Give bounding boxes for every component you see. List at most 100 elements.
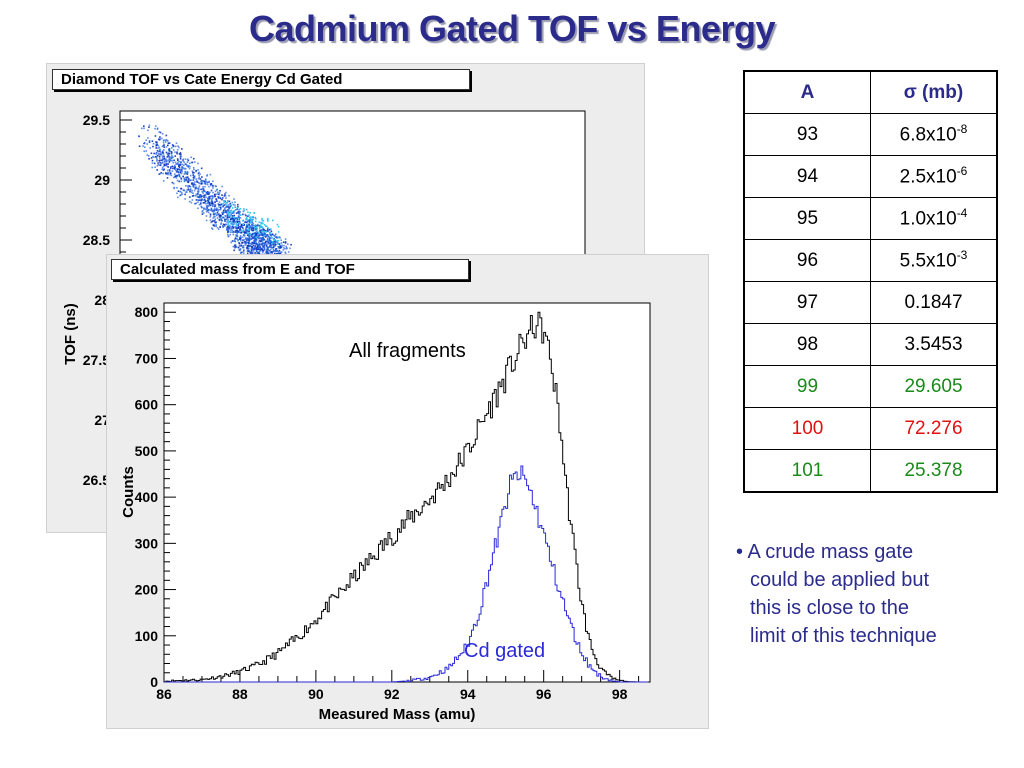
scatter-point bbox=[173, 168, 176, 170]
scatter-point bbox=[169, 172, 172, 174]
scatter-point bbox=[238, 231, 241, 233]
scatter-point bbox=[239, 208, 242, 210]
scatter-point bbox=[235, 234, 237, 236]
scatter-point bbox=[161, 158, 164, 160]
scatter-point bbox=[209, 191, 211, 194]
scatter-point bbox=[166, 153, 169, 156]
scatter-point bbox=[160, 172, 162, 174]
scatter-point bbox=[234, 231, 237, 233]
scatter-point bbox=[201, 198, 203, 200]
scatter-point bbox=[143, 125, 145, 127]
scatter-point bbox=[261, 226, 263, 229]
scatter-point bbox=[193, 189, 196, 192]
scatter-point bbox=[218, 218, 221, 221]
scatter-point bbox=[233, 212, 235, 214]
scatter-point bbox=[198, 188, 200, 191]
scatter-point bbox=[287, 251, 290, 253]
scatter-point bbox=[227, 224, 230, 227]
scatter-point bbox=[148, 126, 150, 128]
scatter-point bbox=[158, 159, 160, 162]
scatter-point bbox=[216, 211, 219, 214]
scatter-point bbox=[269, 241, 272, 244]
scatter-point bbox=[239, 247, 242, 250]
scatter-point bbox=[210, 221, 212, 224]
scatter-point bbox=[236, 206, 239, 209]
scatter-point bbox=[249, 239, 251, 241]
scatter-point bbox=[223, 195, 226, 197]
scatter-point bbox=[267, 230, 270, 233]
scatter-point bbox=[188, 196, 191, 198]
scatter-point bbox=[274, 248, 277, 251]
scatter-point bbox=[186, 180, 188, 182]
scatter-point bbox=[146, 154, 149, 156]
scatter-point bbox=[198, 203, 201, 206]
scatter-point bbox=[238, 220, 241, 223]
scatter-point bbox=[207, 205, 209, 207]
scatter-point bbox=[232, 224, 234, 226]
scatter-point bbox=[191, 195, 194, 197]
scatter-point bbox=[200, 188, 202, 191]
scatter-point bbox=[235, 235, 238, 237]
scatter-point bbox=[228, 216, 230, 218]
scatter-point bbox=[277, 242, 279, 244]
scatter-point bbox=[258, 247, 261, 250]
scatter-point bbox=[251, 246, 254, 248]
scatter-point bbox=[249, 225, 252, 227]
scatter-point bbox=[274, 249, 277, 252]
sigma-value: 0.1847 bbox=[904, 291, 963, 313]
scatter-point bbox=[191, 199, 194, 201]
scatter-point bbox=[167, 172, 169, 174]
scatter-point bbox=[252, 244, 255, 247]
scatter-point bbox=[156, 165, 159, 167]
scatter-point bbox=[265, 225, 268, 227]
scatter-point bbox=[186, 191, 188, 193]
y-tick-label: 800 bbox=[135, 304, 159, 320]
scatter-point bbox=[260, 248, 263, 251]
scatter-point bbox=[198, 171, 200, 174]
scatter-point bbox=[248, 236, 251, 238]
scatter-point bbox=[257, 233, 259, 236]
scatter-point bbox=[227, 226, 229, 228]
scatter-point bbox=[268, 235, 271, 238]
scatter-point bbox=[213, 210, 216, 212]
scatter-point bbox=[244, 213, 246, 216]
scatter-point bbox=[241, 230, 244, 232]
scatter-point bbox=[177, 159, 179, 162]
scatter-point bbox=[243, 208, 245, 210]
scatter-point bbox=[254, 232, 257, 234]
scatter-point bbox=[260, 229, 263, 231]
scatter-point bbox=[156, 154, 159, 157]
scatter-point bbox=[143, 127, 145, 130]
scatter-point bbox=[166, 160, 168, 163]
scatter-point bbox=[167, 173, 169, 176]
scatter-point bbox=[175, 163, 177, 165]
scatter-point bbox=[248, 241, 250, 244]
scatter-point bbox=[245, 232, 248, 234]
scatter-point bbox=[233, 249, 235, 252]
scatter-point bbox=[191, 182, 193, 184]
scatter-point bbox=[201, 180, 204, 183]
scatter-point bbox=[178, 165, 180, 167]
scatter-point bbox=[235, 221, 237, 223]
scatter-point bbox=[221, 219, 223, 222]
scatter-point bbox=[273, 239, 276, 241]
scatter-point bbox=[284, 238, 287, 240]
scatter-point bbox=[248, 223, 250, 226]
scatter-point bbox=[259, 244, 261, 246]
scatter-point bbox=[251, 233, 253, 236]
scatter-point bbox=[161, 156, 164, 159]
scatter-point bbox=[236, 225, 239, 227]
scatter-point bbox=[267, 229, 270, 232]
scatter-point bbox=[182, 158, 185, 161]
scatter-point bbox=[232, 217, 234, 220]
scatter-point bbox=[218, 214, 221, 217]
scatter-point bbox=[258, 232, 261, 235]
scatter-point bbox=[211, 202, 213, 205]
scatter-point bbox=[222, 197, 224, 199]
scatter-point bbox=[210, 207, 213, 210]
scatter-point bbox=[177, 168, 179, 171]
scatter-point bbox=[236, 216, 239, 219]
scatter-point bbox=[188, 167, 191, 170]
scatter-point bbox=[263, 248, 266, 251]
scatter-point bbox=[265, 231, 267, 233]
